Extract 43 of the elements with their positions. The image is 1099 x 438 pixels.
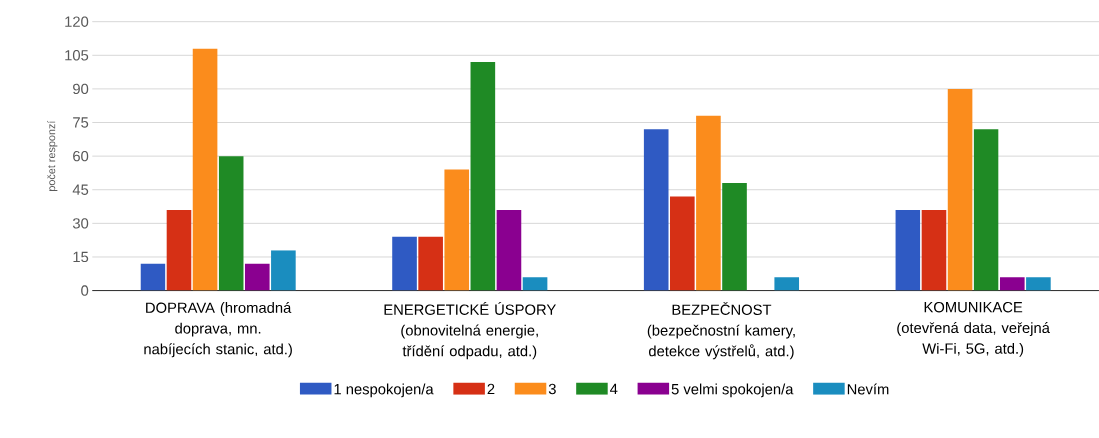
bar [218, 155, 244, 291]
bar [1026, 276, 1051, 291]
y-tick-label: 75 [73, 117, 89, 128]
legend-label: 5 velmi spokojen/a [671, 383, 794, 398]
legend-label: 2 [487, 383, 495, 394]
y-tick-label: 105 [65, 49, 89, 61]
bar [643, 129, 669, 291]
bar [192, 48, 218, 291]
bar [496, 209, 522, 291]
bar [522, 276, 548, 291]
bar [244, 263, 270, 291]
bar [973, 129, 999, 291]
bar [271, 250, 296, 291]
legend-label: 4 [610, 383, 618, 394]
x-tick-label: KOMUNIKACE (otevřená data, veřejná Wi-Fi, 5G, atd.) [897, 301, 1050, 357]
bar [166, 209, 192, 291]
y-axis-title: počet responzí [47, 120, 58, 191]
bar [696, 115, 721, 291]
x-tick-label: DOPRAVA (hromadná doprava, mn. nabíjecích stanic, atd.) [144, 301, 292, 358]
legend-label: Nevím [847, 383, 889, 395]
y-tick-label: 0 [81, 285, 89, 296]
y-tick-label: 90 [73, 83, 89, 94]
legend-label: 3 [548, 383, 556, 395]
bar [774, 276, 800, 291]
y-tick-label: 15 [73, 251, 89, 262]
y-tick-label: 120 [65, 16, 89, 27]
bar [670, 196, 695, 291]
bar [999, 276, 1025, 291]
x-tick-label: BEZPEČNOST (bezpečnostní kamery, detekce výstřelů, atd.) [647, 301, 795, 360]
bar [947, 88, 973, 291]
y-tick-label: 45 [72, 184, 89, 195]
bar [895, 209, 921, 291]
bar [392, 236, 417, 291]
legend-label: 1 nespokojen/a [334, 383, 434, 398]
y-tick-label: 30 [72, 217, 89, 229]
x-tick-label: ENERGETICKÉ ÚSPORY (obnovitelná energie, třídění odpadu, atd.) [384, 301, 556, 360]
bar [444, 169, 470, 291]
bar [418, 236, 443, 291]
bar [470, 61, 496, 291]
bar [722, 182, 747, 291]
y-tick-label: 60 [73, 150, 89, 162]
bar [921, 209, 947, 291]
bar [140, 263, 166, 291]
